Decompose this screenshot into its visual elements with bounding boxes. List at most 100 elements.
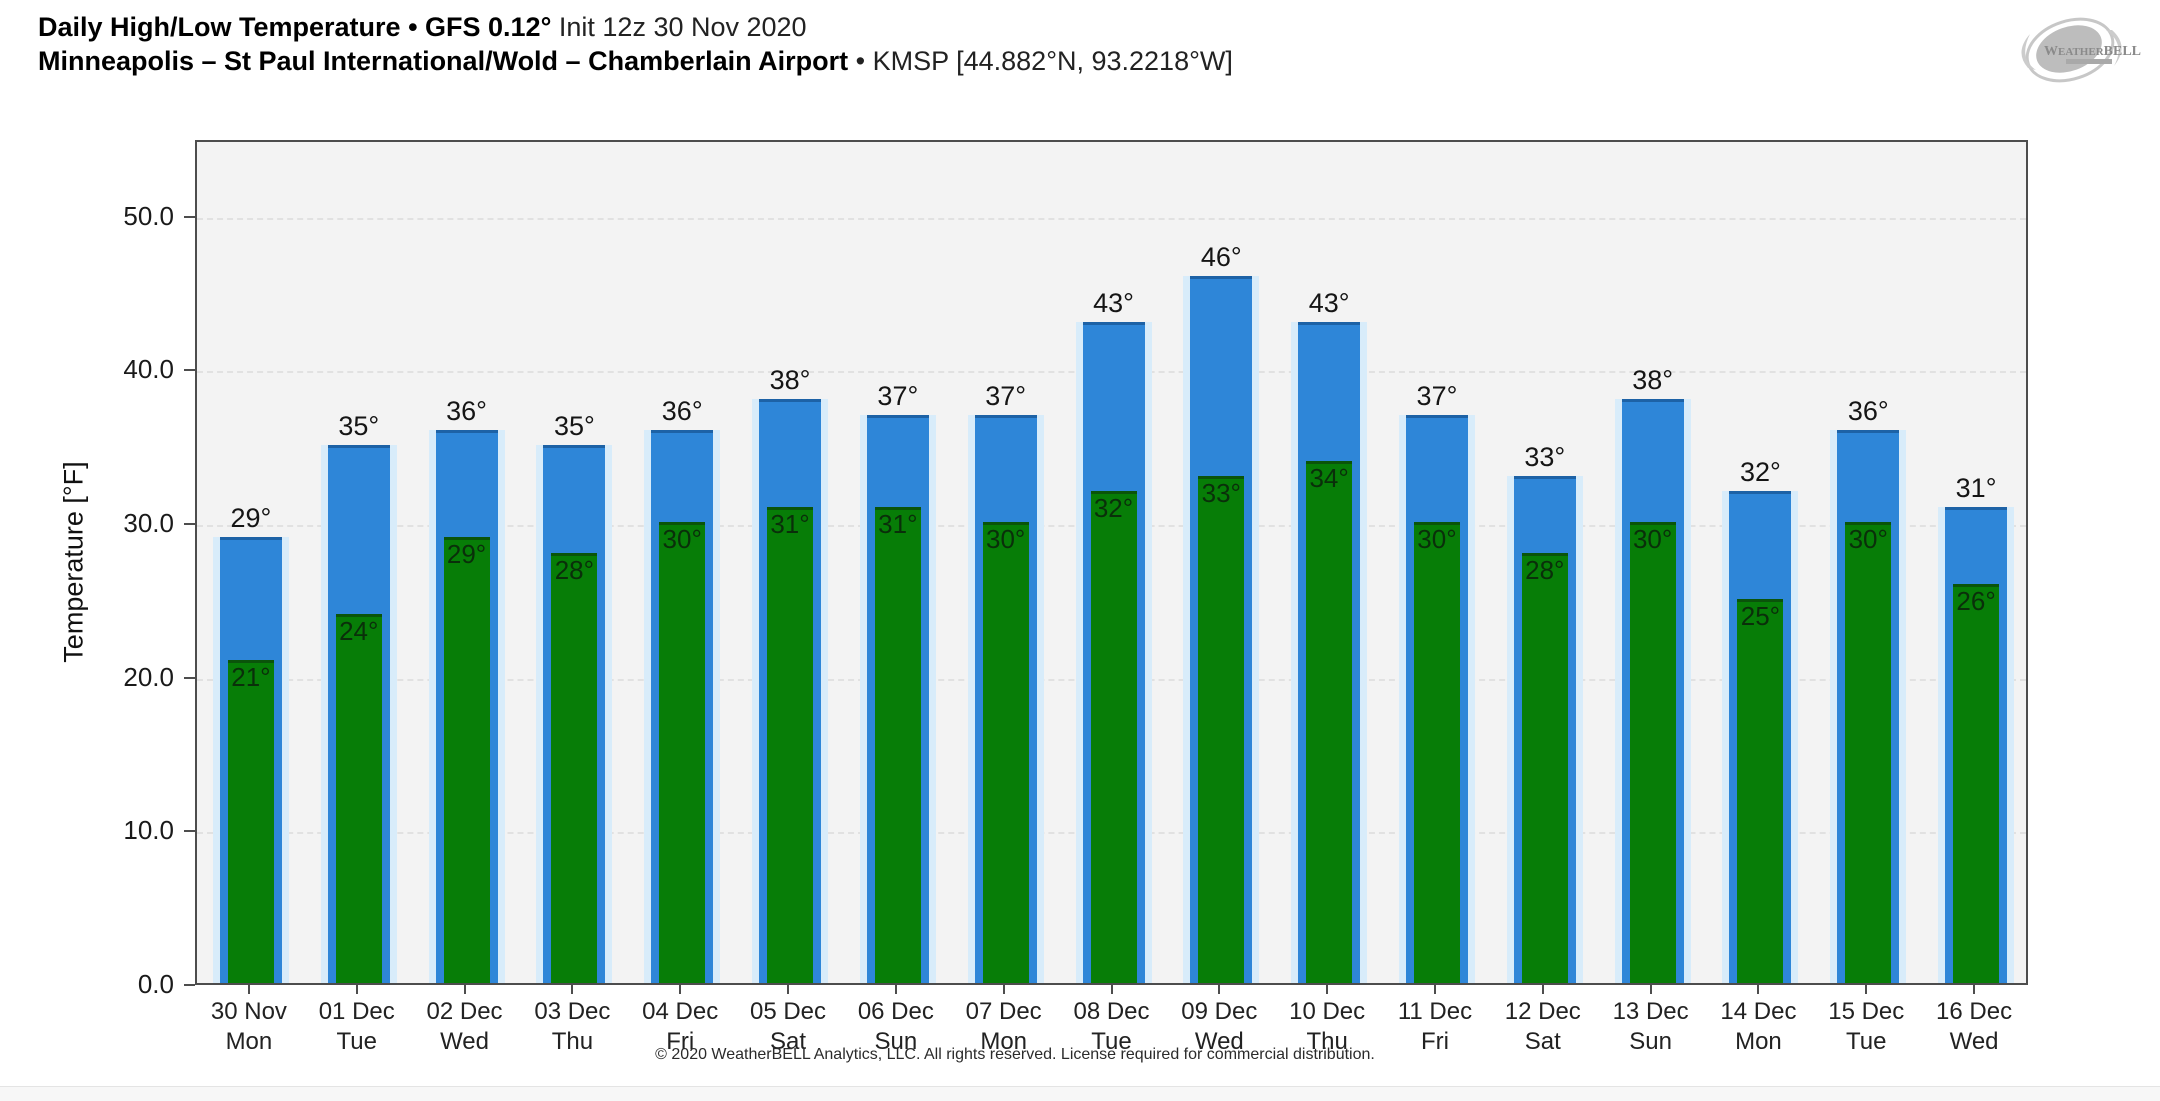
copyright-text: © 2020 WeatherBELL Analytics, LLC. All r… <box>655 1046 1375 1063</box>
bar-low <box>335 614 382 983</box>
high-value-label: 43° <box>1308 288 1350 319</box>
bar-group-16-dec <box>1938 506 2015 983</box>
low-value-label: 30° <box>1848 524 1888 555</box>
x-tick-label: 10 Dec Thu <box>1262 997 1392 1057</box>
x-date: 03 Dec <box>534 998 611 1025</box>
bar-low <box>1629 522 1676 983</box>
low-value-label: 26° <box>1956 585 1996 616</box>
x-tick <box>463 985 466 994</box>
x-date: 10 Dec <box>1289 998 1366 1025</box>
y-tick-label-30: 30.0 <box>123 508 174 539</box>
high-value-label: 38° <box>769 365 811 396</box>
low-value-label: 30° <box>1632 524 1673 555</box>
y-tick-30 <box>184 523 195 526</box>
bar-low <box>874 506 921 983</box>
low-value-label: 28° <box>1525 554 1565 585</box>
x-date: 02 Dec <box>426 998 503 1025</box>
low-value-label: 29° <box>446 539 487 570</box>
x-tick <box>571 985 574 994</box>
low-value-label: 21° <box>231 662 271 693</box>
y-tick-50 <box>184 215 195 218</box>
low-value-label: 33° <box>1201 478 1241 508</box>
low-value-label: 31° <box>770 508 810 539</box>
x-date: 01 Dec <box>318 998 395 1025</box>
x-date: 07 Dec <box>965 998 1042 1025</box>
x-weekday: Sat <box>770 1028 807 1055</box>
y-tick-0 <box>184 984 195 986</box>
bar-group-04-dec <box>644 429 721 983</box>
bar-low <box>1521 552 1568 983</box>
low-value-label: 30° <box>986 524 1026 555</box>
bar-group-13-dec <box>1614 399 1691 983</box>
x-date: 16 Dec <box>1936 998 2013 1025</box>
x-weekday: Sat <box>1524 1028 1561 1055</box>
bar-low <box>982 522 1029 983</box>
x-weekday: Tue <box>336 1028 377 1055</box>
x-tick-label: 13 Dec Sun <box>1586 997 1716 1057</box>
bar-group-03-dec <box>536 445 613 983</box>
bar-low <box>659 522 706 983</box>
x-tick <box>247 985 250 994</box>
x-tick-label: 09 Dec Wed <box>1154 997 1284 1057</box>
low-value-label: 24° <box>339 616 379 647</box>
high-value-label: 36° <box>1847 395 1889 426</box>
x-tick-label: 07 Dec Mon <box>939 997 1069 1057</box>
bottom-strip <box>0 1086 2160 1101</box>
y-tick-label-20: 20.0 <box>123 661 174 692</box>
bar-low <box>1198 476 1245 983</box>
x-weekday: Tue <box>1091 1028 1132 1055</box>
x-date: 04 Dec <box>642 998 719 1025</box>
x-tick-label: 12 Dec Sat <box>1478 997 1608 1057</box>
x-weekday: Fri <box>666 1028 695 1055</box>
bar-low <box>551 552 598 983</box>
x-weekday: Fri <box>1420 1028 1449 1055</box>
x-tick-label: 30 Nov Mon <box>184 997 314 1057</box>
x-weekday: Wed <box>440 1028 489 1055</box>
bar-low <box>443 537 490 983</box>
chart-title-line2: Minneapolis – St Paul International/Wold… <box>38 44 1233 78</box>
x-tick <box>1757 985 1760 994</box>
x-date: 05 Dec <box>749 998 827 1025</box>
low-value-label: 34° <box>1309 462 1349 493</box>
bar-group-15-dec <box>1830 429 1907 983</box>
x-tick <box>355 985 358 994</box>
x-tick-label: 02 Dec Wed <box>400 997 530 1057</box>
bar-group-05-dec <box>752 399 829 983</box>
y-tick-label-50: 50.0 <box>123 200 174 231</box>
x-weekday: Mon <box>1735 1028 1782 1055</box>
chart-header: Daily High/Low Temperature • GFS 0.12° I… <box>38 10 1233 78</box>
x-tick-label: 04 Dec Fri <box>615 997 745 1057</box>
bar-low <box>1845 522 1892 983</box>
gridline-50 <box>197 217 2026 220</box>
bar-group-02-dec <box>428 429 505 983</box>
x-tick-label: 08 Dec Tue <box>1047 997 1177 1057</box>
svg-text:WEATHERBELL: WEATHERBELL <box>2044 44 2141 59</box>
bar-low <box>1953 583 2000 983</box>
x-tick <box>1218 985 1221 994</box>
high-value-label: 35° <box>338 411 380 442</box>
bar-group-09-dec <box>1183 276 1260 983</box>
x-date: 13 Dec <box>1612 998 1689 1025</box>
x-date: 06 Dec <box>857 998 934 1025</box>
x-tick-label: 06 Dec Sun <box>831 997 961 1057</box>
x-date: 15 Dec <box>1828 998 1905 1025</box>
bar-group-12-dec <box>1506 476 1583 983</box>
high-value-label: 37° <box>1416 380 1458 411</box>
x-weekday: Wed <box>1949 1028 1999 1055</box>
chart-title-init: Init 12z 30 Nov 2020 <box>558 12 807 42</box>
x-tick-label: 01 Dec Tue <box>292 997 422 1057</box>
x-date: 12 Dec <box>1504 998 1581 1025</box>
x-weekday: Mon <box>980 1028 1028 1055</box>
bar-low <box>1090 491 1137 983</box>
high-value-label: 43° <box>1093 288 1134 319</box>
bar-low <box>227 660 274 983</box>
x-tick <box>679 985 682 994</box>
y-tick-20 <box>184 676 195 679</box>
y-tick-label-10: 10.0 <box>123 815 174 846</box>
bar-low <box>1306 460 1353 983</box>
x-tick-label: 14 Dec Mon <box>1693 997 1823 1057</box>
x-tick <box>1002 985 1005 994</box>
x-weekday: Wed <box>1194 1028 1244 1055</box>
x-tick <box>1326 985 1329 994</box>
